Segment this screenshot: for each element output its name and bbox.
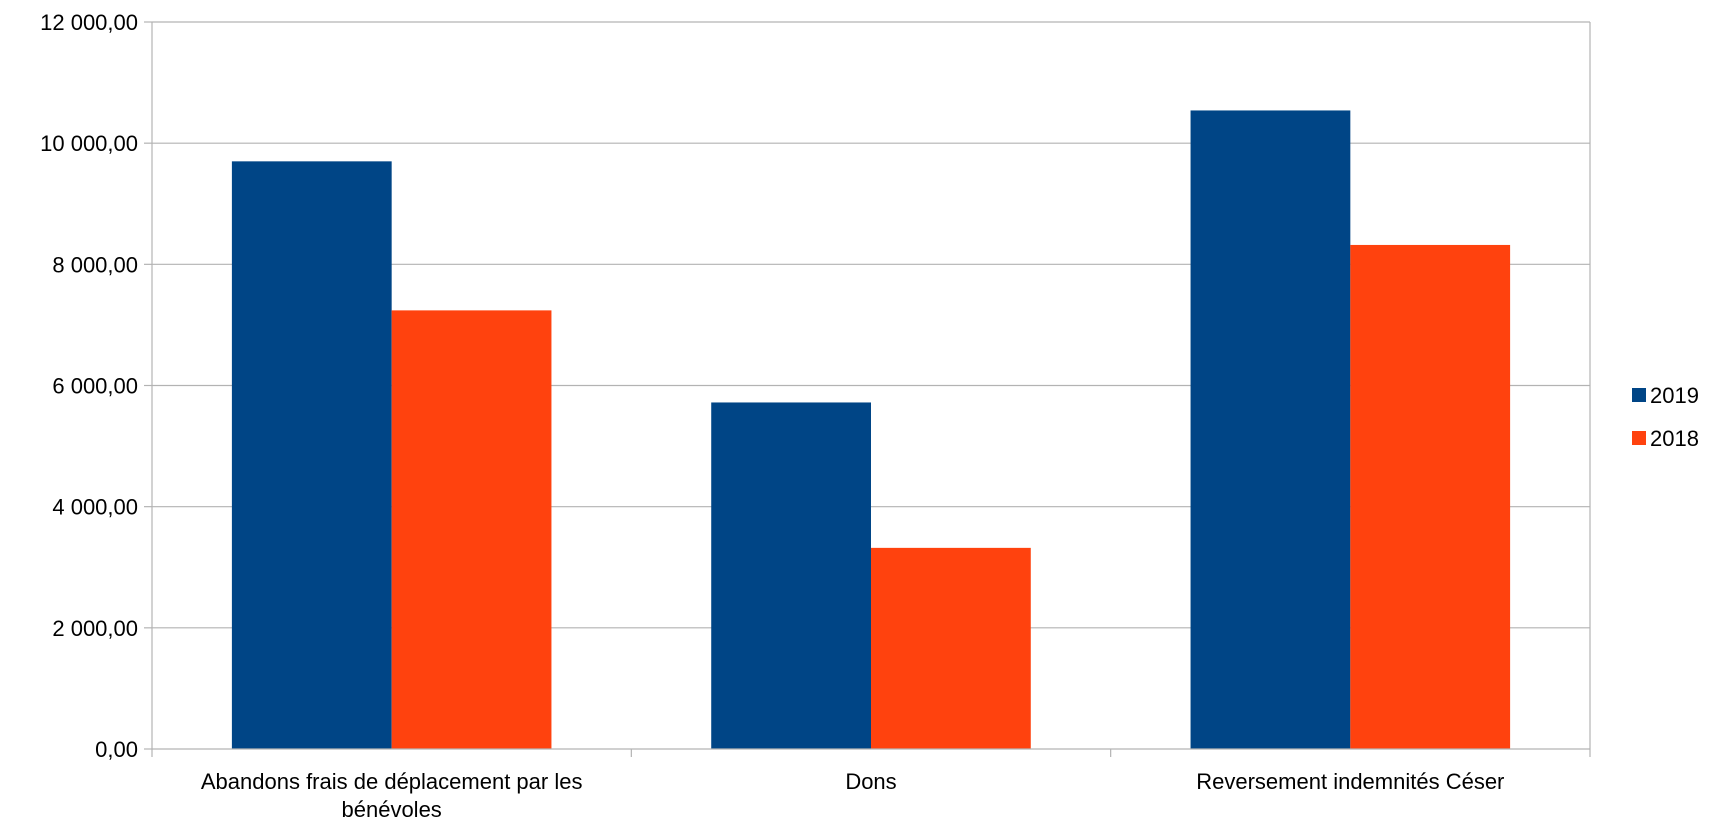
x-axis-category-labels: Abandons frais de déplacement par les bén… xyxy=(201,769,1505,822)
y-tick-label: 6 000,00 xyxy=(52,374,138,399)
legend-label-2019: 2019 xyxy=(1650,383,1699,408)
y-tick-label: 8 000,00 xyxy=(52,252,138,277)
y-tick-label: 0,00 xyxy=(95,737,138,762)
x-category-label: Reversement indemnités Céser xyxy=(1196,769,1504,794)
bar-2018-3 xyxy=(1350,244,1511,750)
y-tick-label: 12 000,00 xyxy=(40,10,138,35)
bar-2018-1 xyxy=(391,310,552,749)
x-category-label: Dons xyxy=(845,769,896,794)
legend-label-2018: 2018 xyxy=(1650,426,1699,451)
legend-swatch-2018 xyxy=(1632,431,1646,445)
legend: 2019 2018 xyxy=(1632,383,1699,451)
bar-2019-1 xyxy=(231,161,392,749)
bar-2018-2 xyxy=(871,547,1031,749)
bars xyxy=(231,110,1511,750)
bar-2019-3 xyxy=(1190,110,1351,750)
y-axis-tick-labels: 0,00 2 000,00 4 000,00 6 000,00 8 000,00 10 0… xyxy=(40,10,138,762)
y-tick-label: 4 000,00 xyxy=(52,495,138,520)
y-tick-label: 10 000,00 xyxy=(40,131,138,156)
bar-2019-2 xyxy=(711,402,871,749)
legend-swatch-2019 xyxy=(1632,388,1646,402)
x-category-label: Abandons frais de déplacement par les bén… xyxy=(201,769,583,822)
y-tick-label: 2 000,00 xyxy=(52,616,138,641)
axes xyxy=(144,21,1591,757)
